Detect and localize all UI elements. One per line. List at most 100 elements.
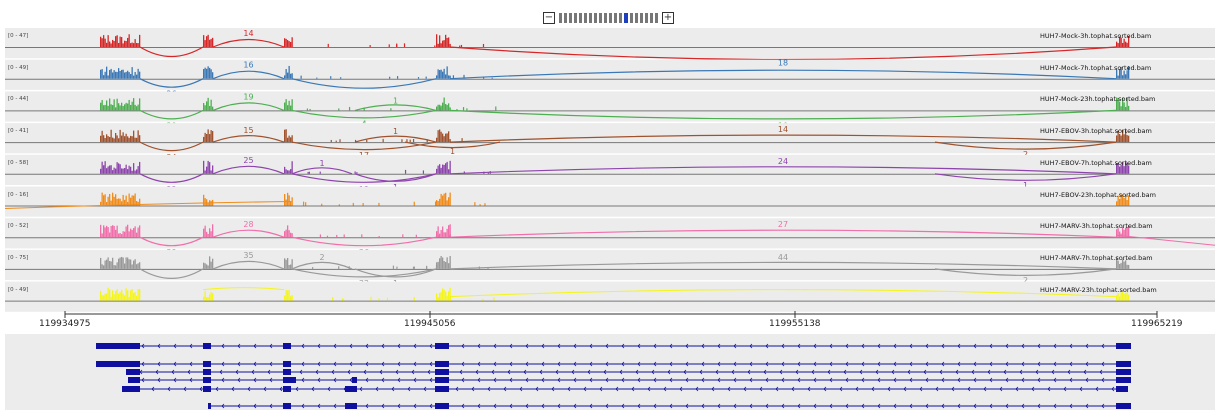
track-name[interactable]: HUH7-EBOV-23h.tophat.sorted.bam: [1040, 190, 1156, 199]
transcript-exon[interactable]: [1116, 386, 1128, 392]
splice-junction-arc[interactable]: [139, 109, 204, 120]
zoom-level-tick[interactable]: [564, 13, 567, 23]
zoom-level-tick[interactable]: [635, 13, 638, 23]
transcript-exon[interactable]: [345, 403, 357, 409]
transcript-exon[interactable]: [203, 369, 211, 375]
splice-junction-arc[interactable]: [934, 268, 1117, 276]
zoom-level-tick[interactable]: [569, 13, 572, 23]
track-name[interactable]: HUH7-EBOV-7h.tophat.sorted.bam: [1040, 158, 1152, 167]
splice-junction-arc[interactable]: [354, 104, 437, 111]
splice-junction-arc[interactable]: [449, 134, 1117, 143]
transcript-exon[interactable]: [1116, 361, 1131, 367]
zoom-level-tick[interactable]: [559, 13, 562, 23]
transcript-exon[interactable]: [283, 343, 291, 349]
splice-junction-arc[interactable]: [212, 260, 285, 270]
splice-junction-arc[interactable]: [449, 46, 1117, 61]
transcript-exon[interactable]: [203, 377, 211, 383]
splice-junction-arc[interactable]: [212, 38, 285, 48]
splice-junction-arc[interactable]: [291, 261, 353, 270]
track-name[interactable]: HUH7-Mock-23h.tophat.sorted.bam: [1040, 95, 1156, 104]
transcript-exon[interactable]: [126, 369, 140, 375]
transcript-exon[interactable]: [435, 386, 449, 392]
transcript-exon[interactable]: [283, 361, 291, 367]
transcript-exon[interactable]: [435, 369, 449, 375]
transcript-exon[interactable]: [283, 377, 296, 383]
transcript-exon[interactable]: [435, 343, 449, 349]
track-panel[interactable]: [5, 28, 1215, 59]
zoom-level-tick[interactable]: [624, 13, 628, 23]
zoom-level-tick[interactable]: [655, 13, 658, 23]
transcript-exon[interactable]: [203, 361, 211, 367]
zoom-level-tick[interactable]: [594, 13, 597, 23]
transcript-exon[interactable]: [352, 377, 357, 383]
zoom-level-tick[interactable]: [614, 13, 617, 23]
transcript-exon[interactable]: [96, 343, 140, 349]
splice-junction-arc[interactable]: [449, 261, 1117, 270]
splice-junction-arc[interactable]: [449, 109, 1117, 120]
zoom-level-tick[interactable]: [584, 13, 587, 23]
transcript-exon[interactable]: [1116, 377, 1131, 383]
splice-junction-arc[interactable]: [139, 46, 204, 57]
track-panel[interactable]: [5, 281, 1215, 312]
splice-junction-arc[interactable]: [404, 141, 501, 149]
transcript-exon[interactable]: [345, 386, 357, 392]
splice-junction-arc[interactable]: [291, 78, 437, 89]
transcript-exon[interactable]: [1116, 343, 1131, 349]
transcript-exon[interactable]: [203, 386, 211, 392]
track-name[interactable]: HUH7-MARV-7h.tophat.sorted.bam: [1040, 253, 1153, 262]
splice-junction-arc[interactable]: [934, 141, 1117, 150]
track-name[interactable]: HUH7-Mock-3h.tophat.sorted.bam: [1040, 32, 1152, 40]
splice-junction-arc[interactable]: [202, 287, 285, 291]
track-panel[interactable]: [5, 186, 1215, 217]
transcript-exon[interactable]: [435, 403, 449, 409]
splice-junction-arc[interactable]: [291, 173, 437, 183]
splice-junction-arc[interactable]: [291, 167, 353, 175]
splice-junction-arc[interactable]: [449, 166, 1117, 175]
transcript-exon[interactable]: [122, 386, 140, 392]
zoom-level-tick[interactable]: [574, 13, 577, 23]
zoom-level-tick[interactable]: [630, 13, 633, 23]
transcript-exon[interactable]: [1116, 403, 1131, 409]
transcript-exon[interactable]: [283, 403, 291, 409]
splice-junction-arc[interactable]: [4, 201, 291, 209]
splice-junction-arc[interactable]: [291, 268, 437, 278]
splice-junction-arc[interactable]: [139, 268, 204, 279]
track-name[interactable]: HUH7-Mock-7h.tophat.sorted.bam: [1040, 63, 1152, 72]
zoom-level-tick[interactable]: [589, 13, 592, 23]
zoom-level-tick[interactable]: [650, 13, 653, 23]
zoom-level-tick[interactable]: [579, 13, 582, 23]
splice-junction-arc[interactable]: [139, 78, 204, 88]
splice-junction-arc[interactable]: [354, 268, 437, 278]
zoom-level-tick[interactable]: [619, 13, 622, 23]
zoom-level-tick[interactable]: [599, 13, 602, 23]
transcript-exon[interactable]: [128, 377, 140, 383]
zoom-slider[interactable]: [559, 13, 658, 23]
splice-junction-arc[interactable]: [212, 165, 285, 175]
track-name[interactable]: HUH7-MARV-3h.tophat.sorted.bam: [1040, 222, 1153, 231]
transcript-exon[interactable]: [1116, 369, 1131, 375]
splice-junction-arc[interactable]: [934, 173, 1117, 181]
splice-junction-arc[interactable]: [354, 173, 437, 182]
zoom-level-tick[interactable]: [609, 13, 612, 23]
transcript-exon[interactable]: [203, 343, 211, 349]
splice-junction-arc[interactable]: [139, 173, 204, 183]
transcript-exon[interactable]: [96, 361, 140, 367]
splice-junction-arc[interactable]: [212, 229, 285, 238]
zoom-level-tick[interactable]: [640, 13, 643, 23]
splice-junction-arc[interactable]: [449, 229, 1117, 238]
splice-junction-arc[interactable]: [291, 236, 437, 247]
zoom-level-tick[interactable]: [645, 13, 648, 23]
splice-junction-arc[interactable]: [449, 289, 1117, 298]
splice-junction-arc[interactable]: [354, 135, 437, 143]
track-name[interactable]: HUH7-MARV-23h.tophat.sorted.bam: [1040, 285, 1157, 294]
transcript-exon[interactable]: [283, 369, 291, 375]
transcript-exon[interactable]: [435, 361, 449, 367]
splice-junction-arc[interactable]: [139, 236, 204, 247]
zoom-level-tick[interactable]: [604, 13, 607, 23]
splice-junction-arc[interactable]: [212, 70, 285, 80]
transcript-exon[interactable]: [435, 377, 449, 383]
transcript-exon[interactable]: [208, 403, 211, 409]
splice-junction-arc[interactable]: [1115, 234, 1216, 246]
transcript-exon[interactable]: [283, 386, 291, 392]
